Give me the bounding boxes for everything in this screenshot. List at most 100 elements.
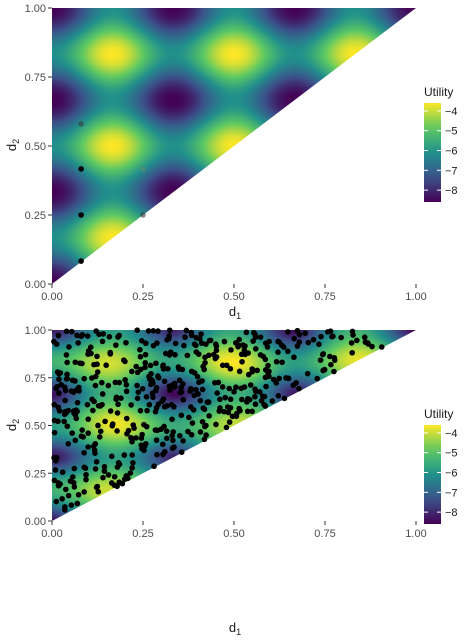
design-point	[88, 350, 94, 357]
design-point	[328, 361, 334, 368]
y-tick-label: 0.00	[25, 516, 46, 528]
design-point	[75, 340, 81, 346]
utility-heatmap-surface	[52, 8, 416, 284]
design-point	[221, 408, 227, 415]
design-point	[145, 328, 152, 334]
design-point	[51, 401, 58, 408]
design-point	[55, 482, 62, 489]
design-point	[99, 401, 105, 408]
y-tick-label: 1.00	[25, 325, 46, 337]
design-point	[170, 437, 176, 444]
design-point	[99, 338, 106, 345]
legend-tick-label: −4	[445, 428, 458, 440]
design-point	[252, 393, 258, 400]
design-point	[200, 363, 206, 370]
design-point	[261, 401, 267, 408]
design-point	[194, 373, 201, 380]
design-point	[130, 422, 137, 428]
design-point	[59, 469, 66, 476]
design-point	[178, 412, 185, 419]
design-point	[191, 392, 197, 399]
design-point	[155, 401, 162, 408]
y-tick-label: 1.00	[25, 3, 46, 15]
color-legend-top: Utility −4 −5 −6 −7 −8	[424, 85, 458, 202]
design-point	[123, 339, 129, 346]
design-point	[138, 337, 145, 344]
design-point	[178, 449, 185, 456]
legend-tick-label: −8	[445, 185, 458, 197]
design-point	[97, 428, 104, 435]
x-tick-label: 0.75	[314, 291, 335, 303]
y-tick-label: 0.50	[25, 421, 46, 433]
design-point	[85, 416, 92, 422]
design-point	[134, 395, 141, 402]
design-point	[123, 381, 130, 388]
design-point	[223, 362, 230, 369]
design-point	[252, 331, 258, 338]
design-point	[81, 464, 88, 471]
design-point	[74, 500, 81, 507]
design-point	[64, 375, 71, 382]
design-point	[161, 449, 168, 455]
design-point	[161, 378, 168, 385]
design-point	[294, 327, 301, 334]
design-point	[139, 385, 146, 392]
design-point	[281, 395, 288, 402]
design-point	[106, 333, 113, 340]
design-point	[111, 473, 118, 480]
design-point	[240, 342, 246, 348]
design-point	[116, 461, 123, 468]
design-point	[127, 470, 134, 476]
design-point	[184, 352, 191, 359]
x-tick-label: 0.50	[223, 528, 244, 540]
design-point	[199, 419, 206, 425]
design-point	[197, 429, 204, 435]
design-point	[176, 366, 182, 372]
design-point	[66, 344, 72, 350]
design-point	[217, 396, 223, 403]
design-point	[161, 403, 168, 410]
x-tick-label: 0.00	[41, 291, 62, 303]
design-point	[197, 397, 204, 404]
design-point	[296, 339, 303, 345]
y-tick-label: 0.00	[25, 279, 46, 291]
design-point	[252, 388, 259, 395]
design-point	[188, 332, 195, 339]
design-point	[53, 385, 59, 392]
y-tick-label: 0.75	[25, 373, 46, 385]
design-point	[203, 432, 209, 438]
design-point	[64, 423, 71, 430]
design-point	[91, 361, 97, 368]
design-point	[262, 356, 269, 363]
design-point	[182, 334, 188, 340]
design-point	[193, 342, 199, 349]
design-point	[201, 406, 208, 413]
design-point	[154, 427, 161, 434]
design-point	[85, 444, 91, 450]
design-point	[242, 351, 248, 358]
legend-title: Utility	[424, 85, 453, 99]
design-point	[262, 340, 269, 346]
design-point	[140, 166, 146, 172]
design-point	[81, 449, 87, 456]
design-point	[349, 349, 355, 356]
x-tick-label: 0.25	[132, 291, 153, 303]
design-point	[96, 434, 103, 440]
design-point	[74, 408, 80, 415]
design-point	[51, 338, 57, 345]
design-point	[193, 349, 200, 355]
legend-tick-label: −6	[445, 468, 458, 480]
design-point	[87, 344, 94, 351]
design-point	[72, 378, 78, 384]
legend-tick-label: −7	[445, 487, 458, 499]
design-point	[150, 342, 157, 349]
design-point	[71, 465, 78, 472]
design-point	[217, 405, 223, 411]
design-point	[55, 332, 62, 339]
design-point	[320, 367, 326, 374]
utility-heatmap-panel-top: 0.000.00 0.25 0.25 0.50 0.50 0.75 0.75 1.00 1.00…	[4, 3, 458, 321]
design-point	[276, 375, 282, 382]
design-point	[84, 333, 91, 339]
design-point	[79, 360, 85, 367]
design-point	[79, 332, 86, 338]
